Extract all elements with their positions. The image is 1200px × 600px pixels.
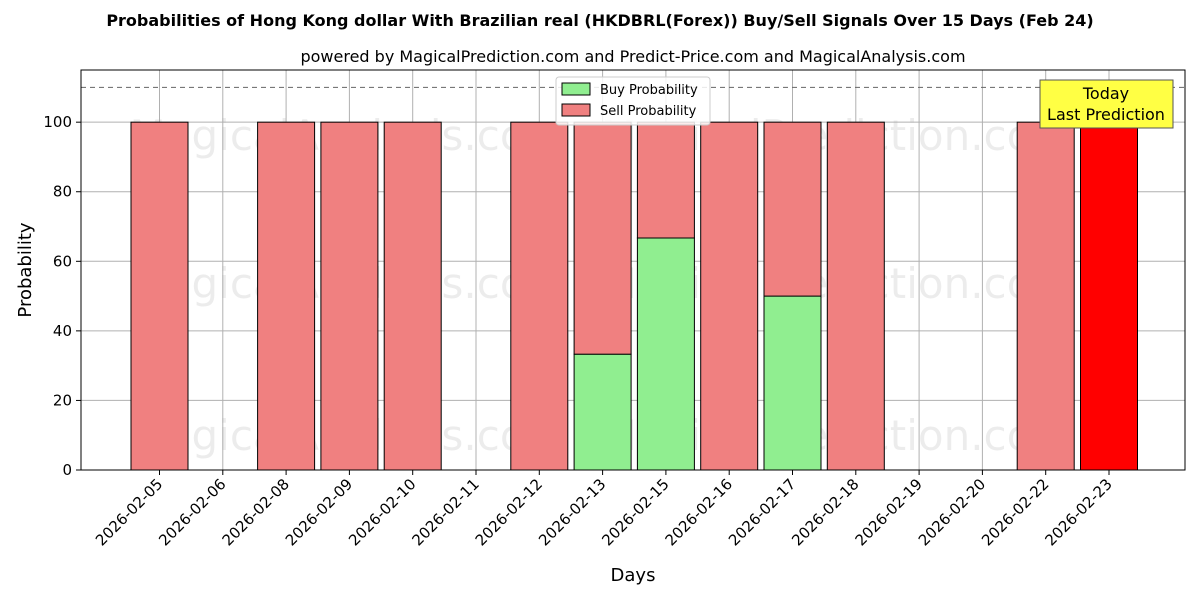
bar-sell-2026-02-12 bbox=[510, 121, 569, 471]
chart-title: Probabilities of Hong Kong dollar With B… bbox=[106, 11, 1093, 30]
x-tick-label: 2026-02-06 bbox=[155, 475, 229, 549]
x-axis: 2026-02-052026-02-062026-02-082026-02-09… bbox=[92, 470, 1116, 549]
x-tick-label: 2026-02-13 bbox=[535, 475, 609, 549]
plot-frame bbox=[80, 69, 1186, 471]
bar-layer bbox=[130, 121, 1138, 471]
x-tick-label: 2026-02-09 bbox=[282, 475, 356, 549]
today-annotation-box bbox=[1039, 79, 1174, 129]
y-axis: 0 20 40 60 80 100 bbox=[43, 113, 81, 479]
legend-sell-label: Sell Probability bbox=[600, 104, 697, 119]
y-tick-label: 100 bbox=[43, 113, 72, 131]
x-tick-label: 2026-02-16 bbox=[662, 475, 736, 549]
x-tick-label: 2026-02-15 bbox=[598, 475, 672, 549]
bar-buy-2026-02-13 bbox=[573, 353, 632, 471]
legend-buy-label: Buy Probability bbox=[600, 83, 698, 98]
x-tick-label: 2026-02-23 bbox=[1041, 475, 1115, 549]
today-annotation-line-2: Last Prediction bbox=[1047, 105, 1165, 124]
bar-sell-2026-02-05 bbox=[130, 121, 189, 471]
legend-buy-swatch bbox=[561, 82, 591, 96]
y-tick-label: 40 bbox=[53, 322, 72, 340]
y-tick-label: 0 bbox=[62, 461, 72, 479]
today-annotation-line-1: Today bbox=[1082, 84, 1129, 103]
bar-sell-2026-02-08 bbox=[257, 121, 316, 471]
x-tick-label: 2026-02-17 bbox=[725, 475, 799, 549]
bar-sell-2026-02-18 bbox=[826, 121, 885, 471]
x-tick-label: 2026-02-19 bbox=[852, 475, 926, 549]
y-tick-label: 80 bbox=[53, 183, 72, 201]
legend-box bbox=[555, 76, 711, 126]
bar-sell-2026-02-10 bbox=[383, 121, 442, 471]
y-tick-label: 60 bbox=[53, 252, 72, 270]
bar-sell-2026-02-22 bbox=[1016, 121, 1075, 471]
y-tick-label: 20 bbox=[53, 391, 72, 409]
x-tick-label: 2026-02-18 bbox=[788, 475, 862, 549]
x-tick-label: 2026-02-10 bbox=[345, 475, 419, 549]
bar-buy-2026-02-15 bbox=[636, 237, 695, 471]
bar-sell-2026-02-09 bbox=[320, 121, 379, 471]
bar-sell-2026-02-16 bbox=[700, 121, 759, 471]
chart-subtitle: powered by MagicalPrediction.com and Pre… bbox=[300, 47, 965, 66]
x-axis-label: Days bbox=[611, 565, 656, 586]
x-tick-label: 2026-02-20 bbox=[915, 475, 989, 549]
y-axis-label: Probability bbox=[15, 222, 36, 317]
bar-sell-2026-02-15 bbox=[636, 121, 695, 239]
bar-buy-2026-02-17 bbox=[763, 295, 822, 471]
bar-sell-2026-02-17 bbox=[763, 121, 822, 297]
x-tick-label: 2026-02-12 bbox=[472, 475, 546, 549]
today-annotation: Today Last Prediction bbox=[1039, 79, 1174, 129]
x-tick-label: 2026-02-22 bbox=[978, 475, 1052, 549]
x-tick-label: 2026-02-05 bbox=[92, 475, 166, 549]
bar-sell-2026-02-23 bbox=[1080, 121, 1138, 471]
legend-sell-swatch bbox=[561, 103, 591, 117]
bar-sell-2026-02-13 bbox=[573, 121, 632, 355]
x-tick-label: 2026-02-11 bbox=[408, 475, 482, 549]
legend: Buy Probability Sell Probability bbox=[555, 76, 711, 126]
x-tick-label: 2026-02-08 bbox=[219, 475, 293, 549]
